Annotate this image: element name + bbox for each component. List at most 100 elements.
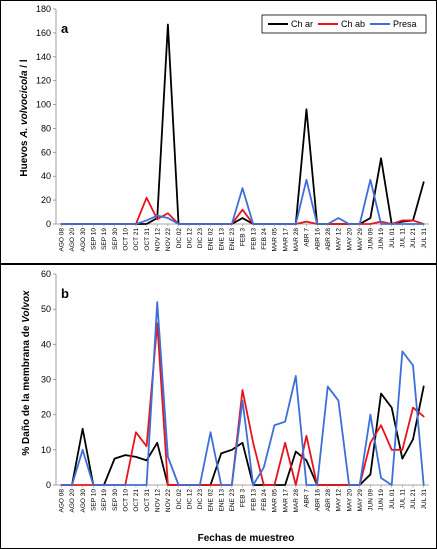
panel-b-x-tick-label: FEB 24 bbox=[261, 489, 268, 511]
panel-b-x-tick-label: ENE 23 bbox=[229, 489, 236, 512]
panel-a-x-tick-label: DIC 02 bbox=[176, 228, 183, 249]
panel-a-x-tick-label: JUN 09 bbox=[368, 228, 375, 250]
panel-b: b % Daño de la membrana de Volvox 0 10 20 3… bbox=[0, 264, 437, 549]
panel-a-x-tick-label: SEP 10 bbox=[91, 228, 98, 250]
panel-a-x-tick-label: JUL 01 bbox=[389, 228, 396, 249]
panel-b-x-ticks: AGO 08 AGO 20 AGO 30 SEP 10 SEP 19 SEP 30 OCT … bbox=[59, 485, 428, 512]
panel-b-x-tick-label: OCT 31 bbox=[144, 489, 151, 512]
panel-a-x-ticks: AGO 08 AGO 20 AGO 30 SEP 10 SEP 19 SEP 30 OCT … bbox=[59, 224, 428, 251]
panel-a-x-tick-label: JUL 11 bbox=[400, 228, 407, 248]
panel-b-x-tick-label: ABR 7 bbox=[304, 489, 311, 508]
panel-a-ylabel-suffix: / l bbox=[19, 59, 30, 70]
panel-a-x-tick-label: NOV 22 bbox=[165, 228, 172, 252]
panel-b-ylabel-prefix: % Daño de la membrana de bbox=[21, 323, 32, 456]
legend-chab-label: Ch ab bbox=[341, 19, 365, 29]
panel-b-x-tick-label: ABR 16 bbox=[314, 489, 321, 512]
panel-a-x-tick-label: DIC 12 bbox=[186, 228, 193, 249]
panel-a-y-tick-label: 60 bbox=[41, 147, 51, 157]
panel-b-x-tick-label: OCT 10 bbox=[122, 489, 129, 512]
panel-a-y-tick-label: 100 bbox=[36, 100, 51, 110]
panel-a-series-presa bbox=[60, 178, 425, 225]
panel-a-x-tick-label: DIC 23 bbox=[197, 228, 204, 249]
panel-a-x-tick-label: OCT 31 bbox=[144, 228, 151, 251]
panel-b-x-tick-label: AGO 20 bbox=[69, 489, 76, 513]
panel-b-y-tick-label: 20 bbox=[41, 410, 51, 420]
panel-b-x-axis-label: Fechas de muestreo bbox=[198, 533, 295, 544]
panel-b-x-tick-label: NOV 22 bbox=[165, 489, 172, 513]
panel-a-x-tick-label: AGO 08 bbox=[59, 228, 66, 252]
panel-a-x-tick-label: JUL 21 bbox=[410, 228, 417, 249]
panel-b-y-axis-label: % Daño de la membrana de Volvox bbox=[21, 290, 32, 456]
panel-a-y-tick-label: 160 bbox=[36, 28, 51, 38]
panel-b-letter: b bbox=[61, 286, 69, 301]
panel-b-x-tick-label: SEP 10 bbox=[91, 489, 98, 511]
panel-b-x-tick-label: SEP 30 bbox=[112, 489, 119, 511]
panel-b-frame bbox=[0, 264, 437, 549]
panel-a-x-tick-label: ENE 23 bbox=[229, 228, 236, 251]
panel-b-y-tick-label: 40 bbox=[41, 339, 51, 349]
panel-a-x-tick-label: AGO 30 bbox=[80, 228, 87, 252]
panel-b-x-tick-label: FEB 3 bbox=[240, 489, 247, 507]
panel-a-x-tick-label: MAY 12 bbox=[336, 228, 343, 251]
panel-b-x-tick-label: MAY 29 bbox=[357, 489, 364, 512]
legend-char-label: Ch ar bbox=[291, 19, 313, 29]
panel-b-x-tick-label: JUL 21 bbox=[410, 489, 417, 510]
panel-a-x-tick-label: OCT 10 bbox=[122, 228, 129, 251]
panel-a-x-tick-label: ENE 02 bbox=[208, 228, 215, 251]
panel-b-x-tick-label: ENE 02 bbox=[208, 489, 215, 512]
panel-a-x-tick-label: FEB 24 bbox=[261, 228, 268, 250]
panel-a-x-tick-label: MAR 28 bbox=[293, 228, 300, 252]
panel-a-y-tick-label: 20 bbox=[41, 195, 51, 205]
panel-b-x-tick-label: JUL 31 bbox=[421, 489, 428, 510]
panel-b-series bbox=[60, 301, 425, 486]
panel-a-x-tick-label: ABR 28 bbox=[325, 228, 332, 251]
legend-box bbox=[261, 14, 427, 34]
panel-b-x-tick-label: DIC 12 bbox=[186, 489, 193, 510]
panel-b-x-tick-label: JUL 01 bbox=[389, 489, 396, 510]
panel-b-x-tick-label: ENE 13 bbox=[218, 489, 225, 512]
panel-b-x-tick-label: MAY 20 bbox=[346, 489, 353, 512]
panel-a-x-tick-label: ENE 13 bbox=[218, 228, 225, 251]
panel-a-x-tick-label: NOV 12 bbox=[154, 228, 161, 252]
panel-a-x-tick-label: JUN 19 bbox=[378, 228, 385, 250]
panel-a-ylabel-prefix: Huevos bbox=[19, 138, 30, 177]
panel-b-x-tick-label: FEB 13 bbox=[250, 489, 257, 511]
panel-a-x-tick-label: ABR 16 bbox=[314, 228, 321, 251]
panel-a-frame bbox=[0, 0, 437, 264]
panel-b-y-tick-label: 10 bbox=[41, 445, 51, 455]
legend: Ch ar Ch ab Presa bbox=[261, 14, 427, 34]
panel-b-x-tick-label: DIC 02 bbox=[176, 489, 183, 510]
panel-b-x-tick-label: MAR 05 bbox=[272, 489, 279, 513]
panel-a-x-tick-label: AGO 20 bbox=[69, 228, 76, 252]
panel-a-x-tick-label: MAR 17 bbox=[282, 228, 289, 252]
panel-a-x-tick-label: FEB 3 bbox=[240, 228, 247, 246]
panel-b-x-tick-label: AGO 30 bbox=[80, 489, 87, 513]
panel-a-x-tick-label: FEB 13 bbox=[250, 228, 257, 250]
panel-b-x-tick-label: OCT 21 bbox=[133, 489, 140, 512]
panel-b-x-tick-label: ABR 28 bbox=[325, 489, 332, 512]
panel-b-x-tick-label: SEP 19 bbox=[101, 489, 108, 511]
panel-a-y-tick-label: 40 bbox=[41, 171, 51, 181]
panel-a-x-tick-label: SEP 19 bbox=[101, 228, 108, 250]
panel-b-x-tick-label: JUL 11 bbox=[400, 489, 407, 509]
panel-b-x-tick-label: MAR 17 bbox=[282, 489, 289, 513]
panel-a-x-tick-label: MAY 20 bbox=[346, 228, 353, 251]
panel-b-x-tick-label: NOV 12 bbox=[154, 489, 161, 513]
panel-a-y-tick-label: 180 bbox=[36, 4, 51, 14]
panel-a-x-tick-label: MAY 29 bbox=[357, 228, 364, 251]
panel-b-y-tick-label: 50 bbox=[41, 304, 51, 314]
panel-a-x-tick-label: ABR 7 bbox=[304, 228, 311, 247]
panel-b-x-tick-label: JUN 09 bbox=[368, 489, 375, 511]
panel-a-y-tick-label: 140 bbox=[36, 52, 51, 62]
panel-a-x-tick-label: JUL 31 bbox=[421, 228, 428, 249]
panel-b-y-tick-label: 0 bbox=[46, 480, 51, 490]
panel-b-x-tick-label: MAY 12 bbox=[336, 489, 343, 512]
panel-b-x-tick-label: MAR 28 bbox=[293, 489, 300, 513]
panel-a-y-tick-label: 120 bbox=[36, 76, 51, 86]
panel-b-series-presa bbox=[60, 301, 425, 486]
panel-b-x-tick-label: JUN 19 bbox=[378, 489, 385, 511]
panel-a-series bbox=[60, 23, 425, 225]
legend-presa-label: Presa bbox=[393, 19, 417, 29]
panel-a-letter: a bbox=[61, 21, 69, 36]
